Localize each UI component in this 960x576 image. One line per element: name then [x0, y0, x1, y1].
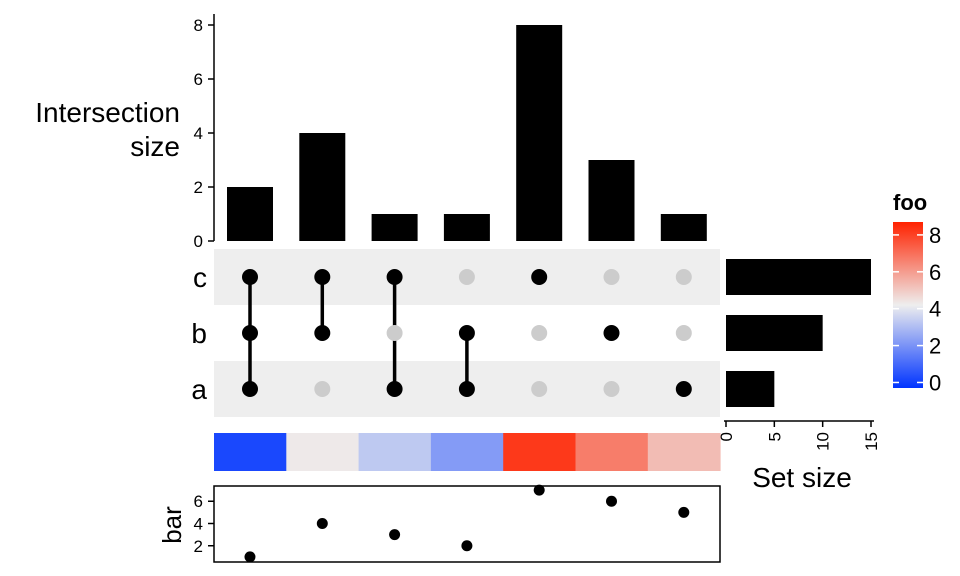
matrix-dot-active — [242, 269, 258, 285]
matrix-dot-inactive — [531, 381, 548, 397]
set-size-x-tick-label: 0 — [717, 432, 736, 441]
matrix-dot-inactive — [458, 269, 475, 285]
set-size-x-tick-label: 10 — [814, 432, 833, 451]
intersection-bar — [371, 214, 418, 241]
intersection-y-tick-label: 6 — [194, 70, 203, 89]
intersection-bar — [660, 214, 707, 241]
matrix-dot-inactive — [675, 269, 692, 285]
intersection-y-tick-label: 8 — [194, 16, 203, 35]
matrix-dot-inactive — [603, 381, 620, 397]
intersection-bar — [299, 133, 346, 241]
matrix-dot-active — [386, 269, 403, 285]
intersection-bar — [443, 214, 490, 241]
bar-point — [316, 518, 328, 529]
legend-tick-label: 4 — [929, 297, 941, 322]
matrix-dot-active — [386, 381, 403, 397]
set-size-bar — [726, 315, 823, 351]
matrix-dot-active — [314, 269, 331, 285]
bar-point — [244, 551, 256, 563]
matrix-dot-inactive — [314, 381, 331, 397]
set-size-bar — [726, 371, 775, 407]
foo-color-cell — [286, 433, 360, 471]
set-size-bar — [726, 259, 871, 295]
legend-colorbar — [893, 222, 923, 388]
intersection-bar — [227, 187, 273, 241]
intersection-size-label-line1: Intersection — [35, 97, 180, 128]
legend-title: foo — [893, 190, 927, 215]
intersection-y-tick-label: 4 — [194, 124, 203, 143]
matrix-dot-inactive — [531, 325, 548, 341]
intersection-y-tick-label: 2 — [194, 178, 203, 197]
bar-axis-title: bar — [157, 506, 187, 544]
intersection-y-tick-label: 0 — [194, 232, 203, 251]
matrix-dot-active — [242, 381, 258, 397]
intersection-bar — [588, 160, 635, 241]
legend-tick-label: 2 — [929, 334, 941, 359]
matrix-dot-active — [314, 325, 331, 341]
set-row-label: b — [191, 318, 207, 349]
set-row-label: c — [193, 262, 207, 293]
legend-tick-label: 0 — [929, 370, 941, 395]
bar-point — [678, 506, 690, 518]
bar-point — [389, 529, 401, 541]
legend-tick-label: 8 — [929, 223, 941, 248]
foo-color-cell — [430, 433, 504, 471]
matrix-dot-active — [675, 381, 692, 397]
matrix-dot-active — [458, 325, 475, 341]
matrix-dot-active — [242, 325, 258, 341]
matrix-dot-active — [531, 269, 548, 285]
intersection-bar — [516, 25, 563, 241]
set-size-axis-title: Set size — [752, 462, 852, 493]
matrix-dot-inactive — [675, 325, 692, 341]
legend-tick-label: 6 — [929, 260, 941, 285]
foo-color-cell — [575, 433, 649, 471]
bar-y-tick-label: 6 — [194, 492, 203, 511]
foo-color-cell — [647, 433, 721, 471]
set-size-x-tick-label: 15 — [862, 432, 881, 451]
bar-y-tick-label: 2 — [194, 537, 203, 556]
foo-color-cell — [503, 433, 576, 471]
foo-color-cell — [214, 433, 287, 471]
bar-point — [461, 540, 473, 552]
matrix-dot-active — [603, 325, 620, 341]
matrix-dot-inactive — [386, 325, 403, 341]
bar-point — [606, 495, 617, 507]
matrix-dot-inactive — [603, 269, 620, 285]
intersection-size-label-line2: size — [130, 131, 180, 162]
matrix-dot-active — [458, 381, 475, 397]
foo-color-cell — [358, 433, 432, 471]
bar-point — [533, 484, 545, 496]
set-size-x-tick-label: 5 — [765, 432, 784, 441]
bar-y-tick-label: 4 — [194, 515, 203, 534]
set-row-label: a — [191, 374, 207, 405]
